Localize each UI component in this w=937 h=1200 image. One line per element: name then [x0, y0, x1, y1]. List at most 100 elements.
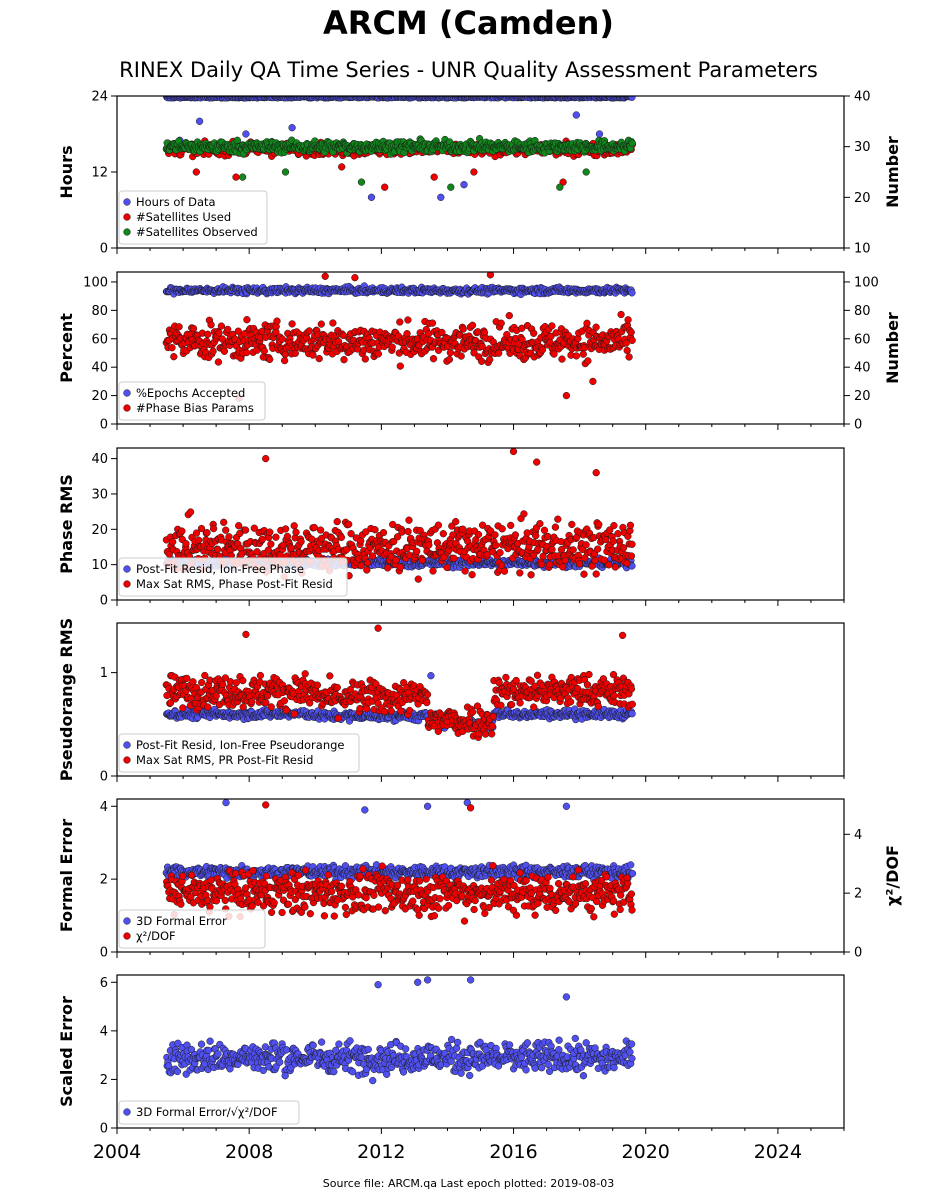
data-point [272, 533, 280, 541]
y-axis-label: Percent [57, 313, 76, 383]
legend-box [118, 381, 266, 421]
legend-marker [123, 198, 131, 206]
data-point [235, 522, 243, 530]
data-point [584, 357, 592, 365]
data-point [532, 532, 540, 540]
y2-tick-label: 30 [854, 140, 871, 155]
data-point [315, 354, 323, 363]
data-point [605, 561, 613, 569]
legend-marker [123, 404, 131, 412]
y-tick-label: 60 [91, 332, 108, 347]
data-point [477, 357, 486, 365]
data-point [362, 528, 370, 536]
outlier-point [242, 130, 250, 138]
data-point [440, 553, 448, 561]
data-point [537, 560, 546, 568]
data-point [170, 353, 178, 361]
data-point [452, 517, 460, 526]
data-point [551, 523, 560, 531]
data-point [222, 526, 230, 534]
data-point [518, 335, 526, 344]
data-point [624, 316, 632, 324]
data-point [363, 566, 371, 574]
data-point [340, 356, 348, 364]
data-point [552, 329, 560, 337]
data-point [495, 349, 503, 357]
legend-label: Hours of Data [136, 195, 216, 209]
data-point [457, 352, 465, 360]
outlier-point [559, 178, 567, 186]
outlier-point [288, 124, 296, 132]
data-point [169, 538, 177, 546]
data-point [500, 567, 509, 575]
data-point [601, 535, 610, 544]
data-point [470, 349, 478, 357]
outlier-point [430, 173, 438, 181]
data-point [396, 318, 404, 326]
y2-tick-label: 0 [854, 418, 862, 433]
y-tick-label: 0 [100, 418, 108, 433]
data-point [425, 541, 433, 549]
legend-label: #Satellites Observed [136, 225, 258, 239]
y2-axis-label: Number [883, 312, 902, 384]
y2-axis-label: Number [883, 136, 902, 208]
y-tick-label: 100 [83, 275, 108, 290]
panel-percent: 020406080100Percent020406080100Number%Ep… [57, 271, 902, 433]
data-point [498, 525, 506, 533]
data-point [486, 355, 494, 364]
data-point [186, 508, 195, 516]
data-point [569, 546, 577, 554]
markers-pseudo [162, 624, 636, 741]
data-point [626, 521, 635, 529]
data-point [413, 547, 421, 555]
y-tick-label: 30 [91, 487, 108, 502]
data-point [459, 325, 467, 333]
y-tick-label: 24 [91, 90, 108, 105]
data-point [445, 355, 454, 364]
outlier-point [533, 458, 541, 466]
legend-box [118, 557, 348, 597]
data-point [204, 330, 212, 338]
y2-tick-label: 20 [854, 191, 871, 206]
data-point [368, 552, 377, 560]
outlier-point [321, 272, 329, 280]
data-point [583, 319, 591, 327]
data-point [628, 96, 636, 101]
data-point [450, 554, 458, 562]
data-point [520, 510, 528, 518]
data-point [429, 355, 438, 363]
y-tick-label: 40 [91, 361, 108, 376]
data-point [547, 332, 555, 341]
data-point [595, 520, 603, 529]
markers-hours [162, 96, 637, 201]
data-point [530, 329, 538, 337]
data-point [559, 563, 567, 571]
legend-label: #Phase Bias Params [136, 401, 254, 415]
outlier-point [592, 469, 600, 477]
y-tick-label: 0 [100, 594, 108, 609]
data-point [594, 545, 602, 553]
y-axis-label: Phase RMS [57, 474, 76, 574]
data-point [194, 536, 203, 544]
outlier-point [357, 178, 366, 186]
data-point [333, 517, 341, 526]
y-tick-label: 40 [91, 452, 108, 467]
data-point [558, 355, 566, 363]
data-point [497, 561, 506, 569]
data-point [439, 530, 447, 538]
data-point [474, 530, 483, 539]
chart-subtitle: RINEX Daily QA Time Series - UNR Quality… [119, 58, 818, 82]
data-point [253, 548, 261, 556]
data-point [273, 317, 281, 325]
outlier-point [238, 173, 247, 181]
data-point [609, 537, 617, 545]
data-point [197, 524, 206, 533]
legend-marker [123, 565, 131, 573]
data-point [434, 521, 443, 529]
data-point [363, 559, 372, 567]
y-axis-label: Hours [57, 145, 76, 198]
data-point [611, 563, 619, 571]
data-point [233, 136, 241, 144]
